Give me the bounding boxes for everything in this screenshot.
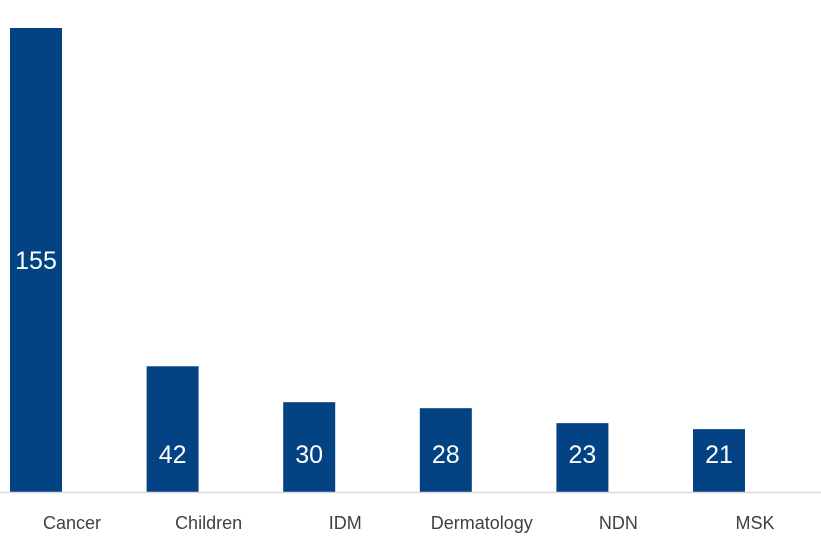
category-label-cancer: Cancer (43, 513, 101, 533)
value-label-idm: 30 (295, 441, 323, 469)
bar-idm (283, 402, 336, 492)
category-label-idm: IDM (329, 513, 362, 533)
bar-msk (693, 429, 745, 492)
value-label-msk: 21 (705, 441, 733, 469)
value-labels-group: 155 42 30 28 23 21 (15, 247, 733, 469)
value-label-cancer: 155 (15, 247, 57, 275)
category-label-children: Children (175, 513, 242, 533)
bars-group (10, 28, 745, 492)
value-label-ndn: 23 (568, 441, 596, 469)
bar-dermatology (419, 408, 472, 492)
category-label-dermatology: Dermatology (431, 513, 533, 533)
value-label-dermatology: 28 (432, 441, 460, 469)
category-labels-group: Cancer Children IDM Dermatology NDN MSK (43, 513, 775, 533)
value-label-children: 42 (159, 441, 187, 469)
bar-children (146, 366, 199, 492)
category-label-msk: MSK (735, 513, 774, 533)
bar-cancer (10, 28, 62, 492)
category-label-ndn: NDN (599, 513, 638, 533)
bar-ndn (556, 423, 609, 492)
